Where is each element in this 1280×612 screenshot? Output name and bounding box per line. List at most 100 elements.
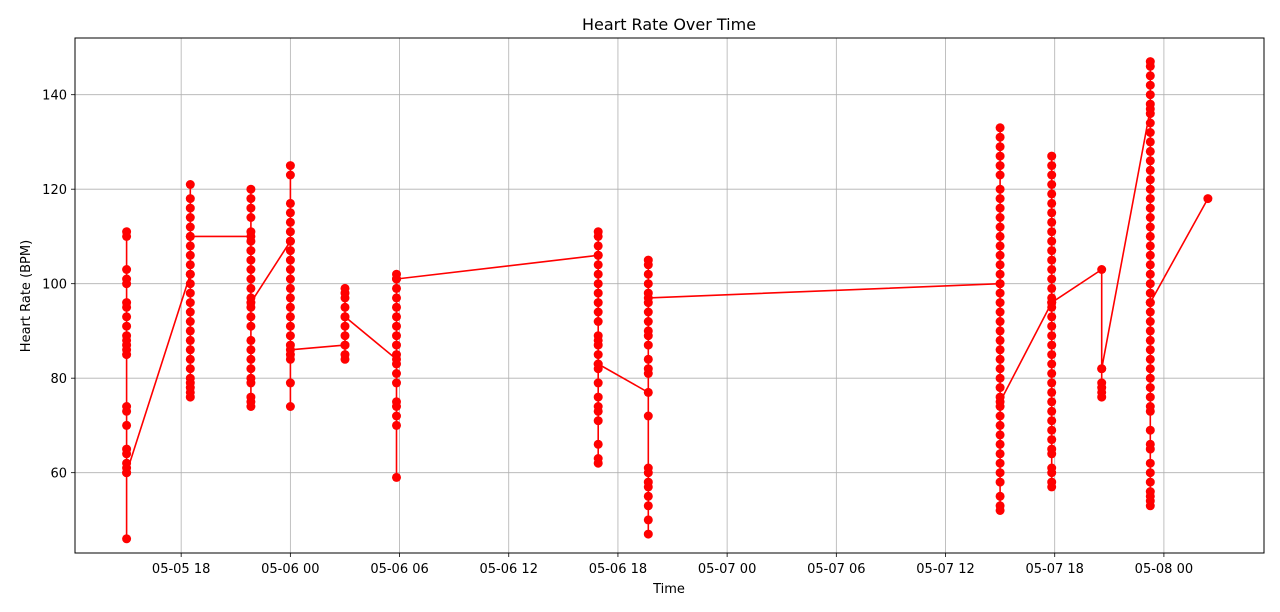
heart-rate-point [246, 298, 256, 308]
heart-rate-point [593, 260, 603, 270]
heart-rate-point [285, 227, 295, 237]
heart-rate-point [995, 317, 1005, 326]
heart-rate-point [593, 288, 603, 298]
heart-rate-point [122, 321, 132, 331]
heart-rate-point [1145, 71, 1155, 81]
heart-rate-point [1047, 482, 1057, 492]
heart-rate-point [392, 378, 401, 388]
heart-rate-point [1047, 425, 1057, 435]
heart-rate-point [1145, 444, 1155, 454]
heart-rate-point [285, 321, 295, 331]
heart-rate-point [246, 283, 256, 293]
heart-rate-point [593, 406, 603, 416]
heart-rate-point [1047, 369, 1057, 378]
heart-rate-point [995, 354, 1005, 364]
heart-rate-point [1145, 128, 1155, 137]
heart-rate-point [1145, 279, 1155, 289]
marker-layer [122, 57, 1213, 544]
heart-rate-point [995, 184, 1005, 194]
heart-rate-point [643, 279, 653, 289]
heart-rate-point [995, 383, 1005, 393]
heart-rate-point [995, 345, 1005, 355]
x-tick-label: 05-06 06 [370, 562, 428, 577]
plot-frame [74, 37, 1265, 554]
heart-rate-point [285, 161, 295, 171]
heart-rate-point [643, 482, 653, 492]
heart-rate-point [1047, 468, 1057, 478]
heart-rate-point [995, 397, 1005, 407]
heart-rate-point [1145, 99, 1155, 109]
heart-rate-point [1047, 189, 1057, 199]
heart-rate-point [285, 217, 295, 227]
heart-rate-point [1047, 340, 1057, 350]
heart-rate-point [1145, 406, 1155, 416]
heart-rate-point [1145, 90, 1155, 100]
heart-rate-point [1047, 312, 1057, 322]
y-tick-label: 100 [42, 278, 67, 293]
heart-rate-point [1145, 335, 1155, 345]
heart-rate-point [995, 142, 1005, 152]
heart-rate-point [246, 274, 256, 284]
x-tick-label: 05-07 12 [916, 562, 974, 577]
heart-rate-point [1145, 307, 1155, 317]
heart-rate-point [185, 269, 195, 279]
heart-rate-point [285, 274, 295, 284]
heart-rate-point [1047, 265, 1057, 274]
heart-rate-point [995, 307, 1005, 317]
heart-rate-point [392, 402, 401, 411]
heart-rate-point [122, 449, 132, 459]
heart-rate-point [995, 449, 1005, 459]
heart-rate-point [1145, 241, 1155, 251]
heart-rate-point [1145, 260, 1155, 270]
y-tick-label: 120 [42, 183, 67, 198]
heart-rate-point [995, 151, 1005, 161]
heart-rate-point [285, 265, 295, 274]
heart-rate-point [1097, 265, 1107, 274]
heart-rate-point [643, 468, 653, 478]
heart-rate-point [285, 283, 295, 293]
heart-rate-point [246, 321, 256, 331]
heart-rate-point [285, 312, 295, 322]
heart-rate-point [340, 354, 350, 364]
heart-rate-point [1145, 364, 1155, 374]
heart-rate-point [995, 420, 1005, 430]
heart-rate-point [1145, 383, 1155, 393]
heart-rate-point [593, 458, 603, 468]
heart-rate-point [246, 345, 256, 355]
heart-rate-point [1047, 331, 1057, 341]
heart-rate-point [246, 203, 256, 213]
heart-rate-point [1047, 350, 1057, 360]
heart-rate-point [995, 411, 1005, 421]
heart-rate-point [340, 293, 350, 303]
heart-rate-point [1145, 146, 1155, 156]
heart-rate-point [643, 293, 653, 303]
heart-rate-point [593, 416, 603, 426]
heart-rate-point [643, 317, 653, 326]
heart-rate-point [995, 364, 1005, 374]
heart-rate-point [1145, 156, 1155, 166]
heart-rate-point [392, 274, 401, 284]
heart-rate-point [392, 283, 401, 293]
heart-rate-point [246, 184, 256, 194]
heart-rate-point [185, 364, 195, 374]
heart-rate-point [1047, 283, 1057, 293]
heart-rate-point [285, 402, 295, 411]
heart-rate-point [643, 260, 653, 270]
heart-rate-point [1047, 217, 1057, 227]
heart-rate-point [1047, 298, 1057, 308]
heart-rate-point [122, 279, 132, 289]
heart-rate-point [1047, 236, 1057, 246]
heart-rate-point [1145, 458, 1155, 468]
heart-rate-point [246, 236, 256, 246]
heart-rate-point [1145, 165, 1155, 175]
heart-rate-point [1145, 203, 1155, 213]
heart-rate-point [285, 302, 295, 312]
heart-rate-point [122, 265, 132, 274]
heart-rate-point [185, 180, 195, 189]
heart-rate-point [1145, 213, 1155, 222]
heart-rate-point [246, 227, 256, 237]
heart-rate-point [995, 439, 1005, 449]
heart-rate-point [285, 354, 295, 364]
heart-rate-point [643, 411, 653, 421]
